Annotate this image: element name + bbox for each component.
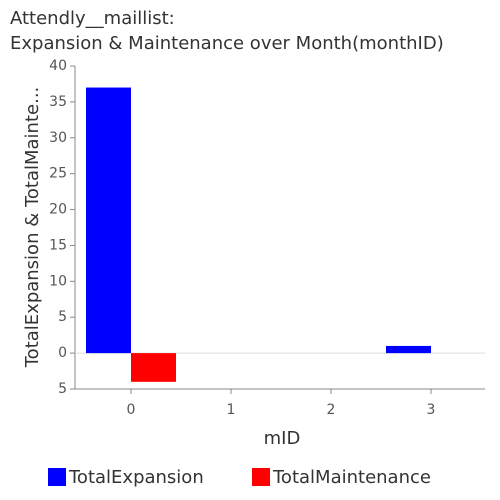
x-tick-label: 0 — [127, 402, 136, 418]
y-axis-label: TotalExpansion & TotalMainte... — [22, 87, 43, 369]
x-tick-label: 1 — [227, 402, 236, 418]
legend-swatch — [252, 468, 270, 486]
legend-swatch — [48, 468, 66, 486]
x-axis-label: mID — [264, 428, 301, 449]
y-tick-label: 10 — [49, 273, 67, 289]
bar — [131, 353, 176, 382]
x-tick-label: 3 — [427, 402, 436, 418]
legend-label: TotalExpansion — [68, 467, 204, 488]
y-tick-label: 20 — [49, 202, 67, 218]
y-tick-label: 30 — [49, 130, 67, 146]
y-tick-label: 40 — [49, 58, 67, 74]
y-tick-label: 5 — [58, 309, 67, 325]
bar — [386, 345, 431, 354]
y-tick-label: 0 — [58, 345, 67, 361]
y-tick-label: 35 — [49, 94, 67, 110]
y-tick-label: 15 — [49, 237, 67, 253]
y-tick-label: 5 — [58, 381, 67, 397]
x-tick-label: 2 — [327, 402, 336, 418]
chart-title: Attendly__maillist: — [10, 8, 175, 29]
legend-label: TotalMaintenance — [272, 467, 431, 488]
chart-title: Expansion & Maintenance over Month(month… — [10, 33, 444, 54]
y-tick-label: 25 — [49, 166, 67, 182]
bar — [86, 87, 131, 354]
